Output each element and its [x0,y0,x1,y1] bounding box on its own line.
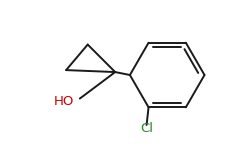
Text: Cl: Cl [140,122,153,135]
Text: HO: HO [54,95,74,108]
